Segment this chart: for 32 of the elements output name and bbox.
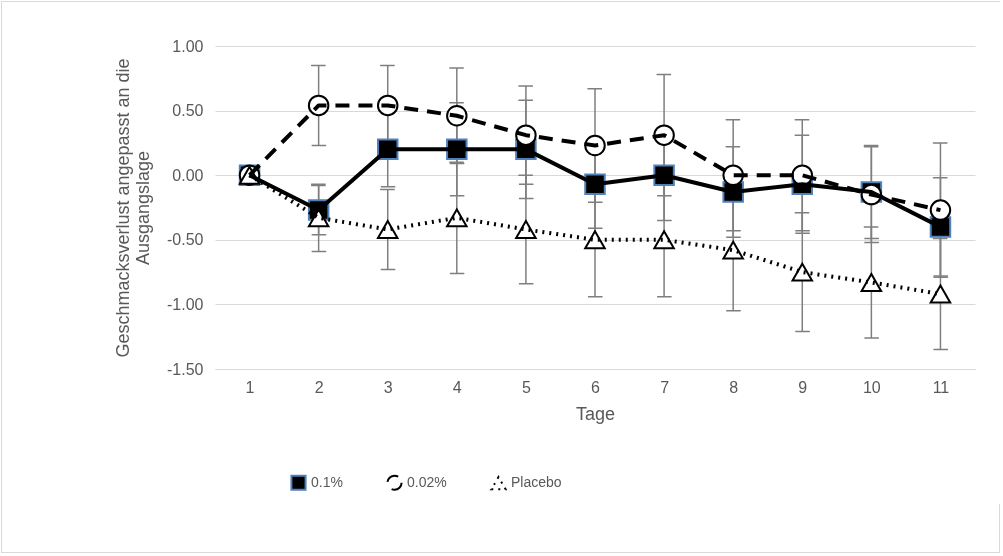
point (376, 220, 399, 239)
point (584, 230, 606, 250)
x-tick-label: 10 (862, 378, 881, 396)
y-axis-title: Geschmacksverlust angepasst an die Ausgangslage (113, 58, 154, 358)
x-axis-title: Tage (575, 403, 616, 424)
point (860, 273, 883, 292)
y-tick-label: 0.00 (172, 166, 204, 184)
point (515, 220, 537, 239)
point (446, 208, 468, 228)
x-tick-label: 3 (383, 378, 393, 396)
x-tick-label: 9 (798, 378, 808, 396)
y-tick-label: -1.00 (167, 295, 204, 313)
point (791, 262, 814, 282)
x-tick-label: 4 (452, 378, 462, 396)
legend-label: 0.02% (407, 473, 447, 490)
x-tick-label: 11 (932, 378, 950, 396)
legend-label: 0.1% (311, 473, 343, 490)
point (653, 230, 675, 250)
x-tick-label: 5 (521, 378, 531, 396)
point (929, 199, 952, 221)
x-tick-label: 2 (314, 378, 324, 396)
y-tick-label: 0.50 (172, 102, 204, 120)
point (722, 240, 744, 260)
x-tick-label: 8 (729, 378, 739, 396)
x-tick-label: 6 (591, 378, 601, 396)
x-tick-label: 1 (245, 378, 255, 396)
y-tick-label: -1.50 (167, 360, 204, 378)
point (929, 284, 952, 304)
legend-label: Placebo (511, 474, 562, 491)
x-tick-label: 7 (660, 378, 670, 396)
y-tick-label: -0.50 (167, 231, 204, 249)
y-tick-label: 1.00 (172, 37, 204, 55)
